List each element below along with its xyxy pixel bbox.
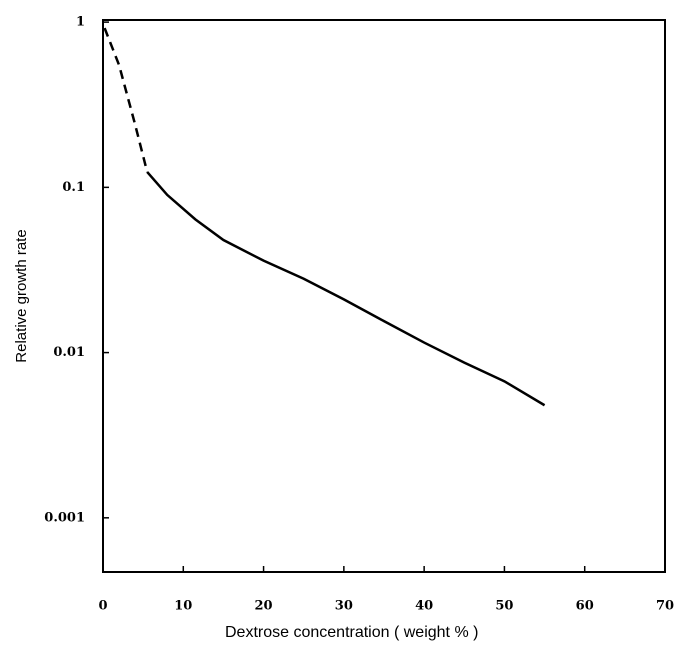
y-tick-label: 0.1 xyxy=(62,180,85,195)
data-line xyxy=(146,171,546,407)
x-tick-label: 70 xyxy=(656,599,674,614)
x-tick-label: 10 xyxy=(174,599,192,614)
x-tick-label: 30 xyxy=(335,599,353,614)
x-tick-label: 0 xyxy=(98,599,107,614)
x-tick-label: 60 xyxy=(576,599,594,614)
y-axis-label: Relative growth rate xyxy=(13,229,30,362)
data-line xyxy=(103,27,149,173)
x-tick-label: 20 xyxy=(255,599,273,614)
y-tick-label: 0.01 xyxy=(53,345,85,360)
x-tick-label: 40 xyxy=(415,599,433,614)
x-axis-label: Dextrose concentration ( weight % ) xyxy=(225,624,478,641)
plot-frame xyxy=(102,19,666,573)
y-tick-label: 1 xyxy=(76,15,85,30)
x-tick-label: 50 xyxy=(495,599,513,614)
y-tick-label: 0.001 xyxy=(44,510,85,525)
